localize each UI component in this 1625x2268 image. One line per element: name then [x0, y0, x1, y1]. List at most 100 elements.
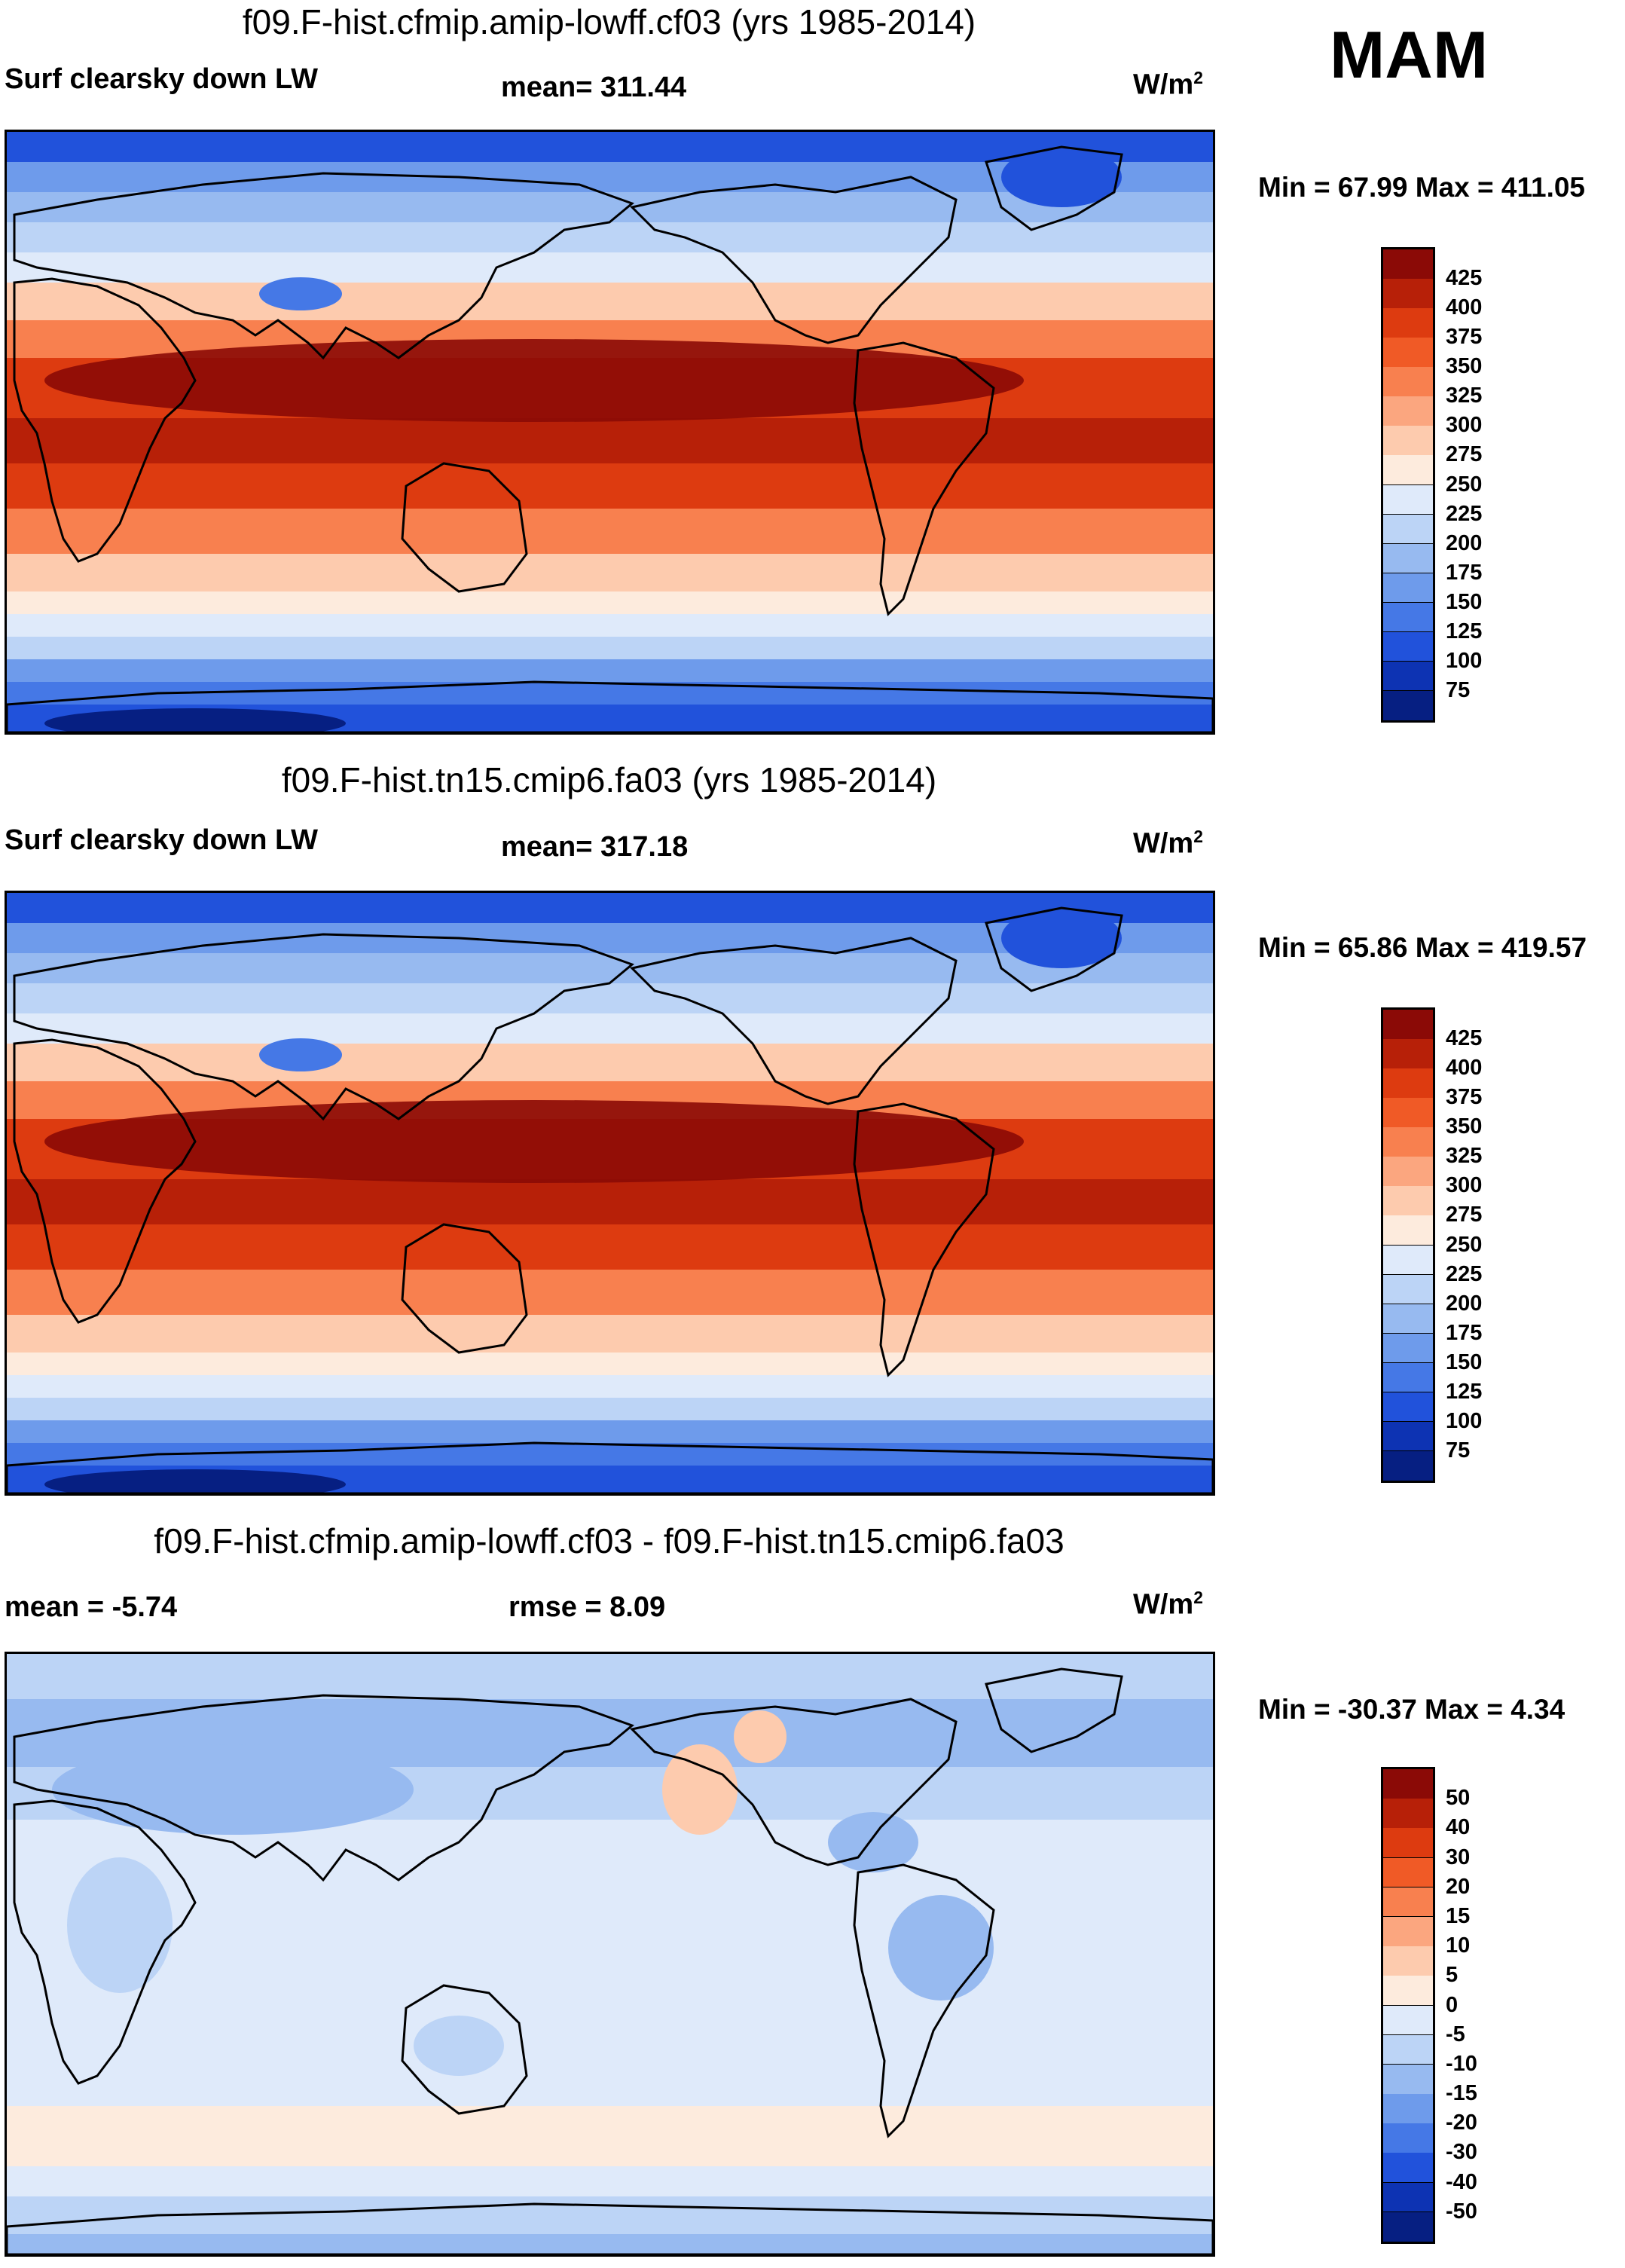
colorbar-swatch: [1383, 2094, 1433, 2124]
panel1-title: f09.F-hist.cfmip.amip-lowff.cf03 (yrs 19…: [242, 2, 976, 41]
panel1-variable-label: Surf clearsky down LW: [5, 63, 318, 95]
colorbar-swatch: [1383, 455, 1433, 485]
field-feature: [259, 277, 342, 310]
panel3-map: [5, 1652, 1215, 2257]
field-band: [7, 953, 1213, 984]
panel3-minmax: Min = -30.37 Max = 4.34: [1258, 1694, 1565, 1725]
panel2-minmax: Min = 65.86 Max = 419.57: [1258, 932, 1587, 963]
panel1-mean-label: mean= 311.44: [501, 72, 687, 103]
field-band: [7, 1179, 1213, 1225]
field-band: [7, 983, 1213, 1014]
panel2-units: W/m2: [1133, 827, 1203, 860]
colorbar-swatch: [1383, 2182, 1433, 2213]
colorbar-tick-label: 350: [1446, 354, 1483, 379]
colorbar-swatch: [1383, 396, 1433, 426]
colorbar-swatch: [1383, 308, 1433, 338]
panel1-map: [5, 130, 1215, 735]
colorbar-swatch: [1383, 1274, 1433, 1305]
colorbar-tick-label: 150: [1446, 589, 1483, 614]
colorbar-swatch: [1383, 573, 1433, 604]
colorbar-swatch: [1383, 338, 1433, 368]
colorbar-tick-label: 5: [1446, 1963, 1459, 1988]
colorbar-swatch: [1383, 1769, 1433, 1799]
colorbar-tick-label: 100: [1446, 648, 1483, 673]
map-field: [7, 1654, 1213, 2254]
colorbar-tick-label: -20: [1446, 2111, 1477, 2135]
field-feature: [44, 708, 346, 732]
colorbar-swatch: [1383, 2034, 1433, 2065]
field-band: [7, 192, 1213, 223]
colorbar-swatch: [1383, 1857, 1433, 1888]
coastline: [13, 933, 634, 1121]
field-band: [7, 222, 1213, 253]
field-band: [7, 1654, 1213, 1700]
colorbar-tick-label: 350: [1446, 1114, 1483, 1139]
colorbar-swatch: [1383, 1215, 1433, 1246]
coastline: [853, 341, 995, 616]
colorbar-swatch: [1383, 2153, 1433, 2184]
panel1-units: W/m2: [1133, 68, 1203, 101]
colorbar-swatch: [1383, 514, 1433, 545]
field-band: [7, 554, 1213, 592]
field-band: [7, 1315, 1213, 1353]
colorbar-tick-label: 175: [1446, 560, 1483, 585]
field-band: [7, 463, 1213, 509]
colorbar-tick-label: 375: [1446, 325, 1483, 350]
field-feature: [828, 1812, 918, 1872]
colorbar-swatch: [1383, 661, 1433, 692]
field-band: [7, 1375, 1213, 1398]
field-band: [7, 1224, 1213, 1270]
coastline: [13, 1038, 197, 1324]
colorbar-swatch: [1383, 484, 1433, 515]
colorbar-swatch: [1383, 1799, 1433, 1829]
coastline: [401, 1223, 528, 1354]
coastline: [985, 145, 1123, 231]
colorbar-tick-label: 250: [1446, 472, 1483, 497]
colorbar-swatch: [1383, 1157, 1433, 1187]
panel3-rmse-label: rmse = 8.09: [509, 1591, 666, 1623]
panel2-colorbar: [1381, 1007, 1435, 1483]
field-band: [7, 614, 1213, 637]
panel1-colorbar: [1381, 247, 1435, 723]
colorbar-tick-label: 400: [1446, 1056, 1483, 1081]
panel2-variable-label: Surf clearsky down LW: [5, 824, 318, 856]
colorbar-tick-label: 325: [1446, 384, 1483, 408]
field-band: [7, 2234, 1213, 2254]
colorbar-swatch: [1383, 1068, 1433, 1099]
colorbar-swatch: [1383, 1450, 1433, 1481]
coastline: [13, 172, 634, 360]
field-feature: [662, 1744, 738, 1835]
field-band: [7, 2106, 1213, 2167]
coastline: [13, 1799, 197, 2085]
panel3-units: W/m2: [1133, 1588, 1203, 1621]
colorbar-tick-label: 30: [1446, 1845, 1471, 1869]
coastline: [630, 937, 958, 1105]
colorbar-tick-label: 250: [1446, 1232, 1483, 1257]
panel1-minmax: Min = 67.99 Max = 411.05: [1258, 172, 1586, 203]
map-field: [7, 132, 1213, 732]
colorbar-swatch: [1383, 1304, 1433, 1334]
colorbar-swatch: [1383, 249, 1433, 280]
field-feature: [67, 1857, 173, 1993]
colorbar-tick-label: 425: [1446, 266, 1483, 291]
colorbar-swatch: [1383, 631, 1433, 662]
coastline: [7, 680, 1213, 732]
colorbar-swatch: [1383, 1333, 1433, 1364]
coastline: [985, 906, 1123, 992]
colorbar-tick-label: 300: [1446, 1173, 1483, 1198]
colorbar-swatch: [1383, 1362, 1433, 1393]
colorbar-tick-label: 150: [1446, 1349, 1483, 1374]
colorbar-tick-label: 175: [1446, 1320, 1483, 1345]
colorbar-tick-label: 100: [1446, 1408, 1483, 1433]
colorbar-tick-label: 225: [1446, 1261, 1483, 1286]
colorbar-tick-label: 75: [1446, 677, 1471, 702]
colorbar-swatch: [1383, 279, 1433, 309]
colorbar-swatch: [1383, 1098, 1433, 1128]
colorbar-tick-label: 40: [1446, 1815, 1471, 1840]
colorbar-swatch: [1383, 543, 1433, 574]
field-band: [7, 1013, 1213, 1044]
field-band: [7, 252, 1213, 283]
field-band: [7, 1420, 1213, 1444]
field-band: [7, 682, 1213, 705]
coastline: [853, 1863, 995, 2138]
